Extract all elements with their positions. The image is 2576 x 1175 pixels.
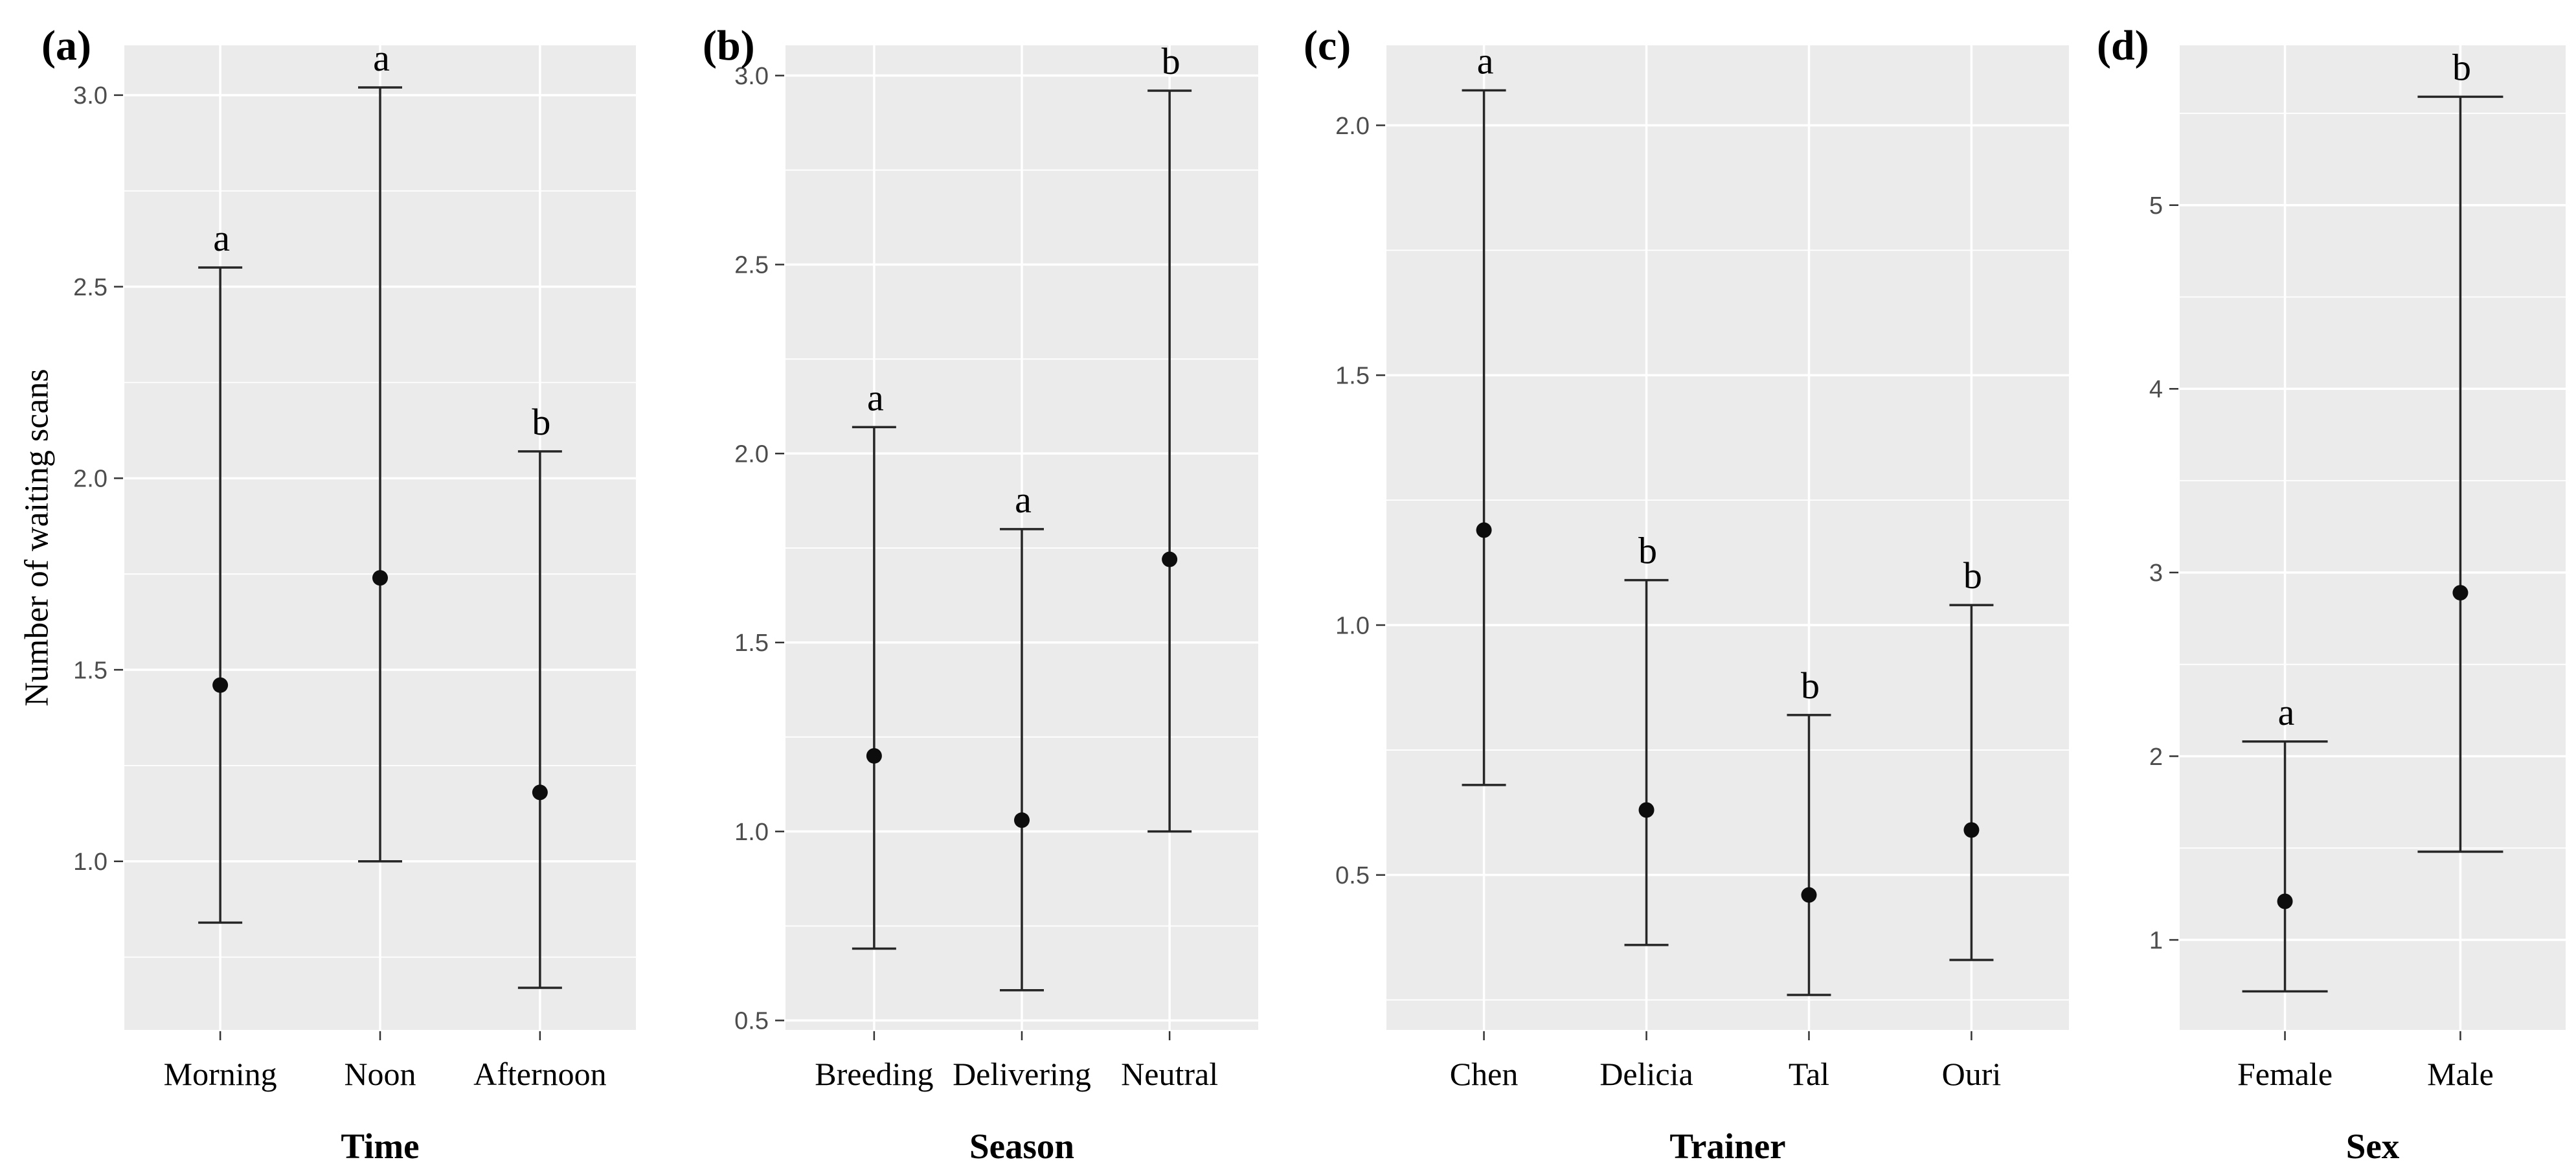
y-tick-label: 1.0 — [734, 819, 769, 846]
mean-point-delivering — [1014, 812, 1030, 828]
y-tick-label: 1 — [2149, 927, 2163, 954]
panel-letter-a: (a) — [41, 22, 91, 69]
error-bar-female — [2242, 740, 2328, 993]
y-tick-label: 2.0 — [1335, 113, 1370, 140]
y-tick-label: 1.0 — [1335, 612, 1370, 639]
error-bar-afternoon — [517, 450, 562, 989]
mean-point-delicia — [1638, 802, 1655, 818]
panel-background — [1386, 45, 2069, 1030]
error-bar-noon — [358, 86, 402, 863]
y-tick-label: 4 — [2149, 376, 2163, 404]
y-tick-label: 3 — [2149, 560, 2163, 587]
sig-letter-ouri: b — [1963, 554, 1982, 597]
panel-letter-d: (d) — [2097, 22, 2149, 69]
sig-letter-breeding: a — [867, 376, 884, 418]
y-tick-label: 1.5 — [734, 630, 769, 657]
x-axis-title-trainer: Trainer — [1669, 1126, 1785, 1166]
sig-letter-chen: a — [1477, 40, 1494, 82]
sig-letter-noon: a — [373, 37, 390, 79]
category-label-delicia: Delicia — [1599, 1056, 1693, 1092]
mean-point-tal — [1801, 887, 1817, 903]
sig-letter-delicia: b — [1638, 530, 1657, 572]
y-tick-label: 2.0 — [73, 466, 107, 493]
category-label-noon: Noon — [344, 1056, 416, 1092]
category-label-ouri: Ouri — [1942, 1056, 2002, 1092]
category-label-afternoon: Afternoon — [473, 1056, 607, 1092]
y-tick-label: 2.5 — [734, 252, 769, 279]
sig-letter-morning: a — [213, 217, 230, 259]
mean-point-afternoon — [532, 784, 548, 801]
x-axis-title-season: Season — [969, 1126, 1074, 1166]
error-bar-delicia — [1624, 578, 1669, 946]
panel-background — [2180, 45, 2566, 1030]
mean-point-neutral — [1162, 551, 1178, 567]
y-tick-label: 2.5 — [73, 274, 107, 301]
category-label-chen: Chen — [1450, 1056, 1519, 1092]
x-axis-title-sex: Sex — [2346, 1126, 2400, 1166]
mean-point-female — [2277, 893, 2293, 909]
panel-a: 1.0 1.5 2.0 2.5 3.0 Morning Noon Afternoon Time a… — [41, 22, 636, 1166]
error-bar-male — [2417, 95, 2503, 853]
y-tick-label: 0.5 — [1335, 862, 1370, 889]
mean-point-noon — [372, 570, 388, 586]
error-bar-chen — [1462, 89, 1506, 786]
panel-b: 0.5 1.0 1.5 2.0 2.5 3.0 Breeding Delivering Neut… — [703, 22, 1258, 1166]
mean-point-morning — [212, 677, 229, 693]
x-axis-title-time: Time — [341, 1126, 419, 1166]
mean-point-male — [2452, 585, 2469, 601]
sig-letter-afternoon: b — [532, 401, 550, 443]
mean-point-chen — [1476, 522, 1492, 538]
y-tick-label: 0.5 — [734, 1008, 769, 1035]
sig-letter-female: a — [2278, 691, 2295, 733]
error-bar-delivering — [1000, 528, 1044, 992]
error-bar-breeding — [852, 426, 896, 950]
category-label-tal: Tal — [1789, 1056, 1829, 1092]
sig-letter-male: b — [2452, 46, 2471, 88]
panel-letter-c: (c) — [1304, 22, 1351, 69]
error-bar-ouri — [1949, 604, 1994, 961]
sig-letter-tal: b — [1801, 665, 1820, 707]
y-tick-label: 3.0 — [73, 82, 107, 109]
y-tick-label: 1.0 — [73, 849, 107, 876]
y-tick-label: 1.5 — [1335, 363, 1370, 390]
panel-letter-b: (b) — [703, 22, 755, 69]
sig-letter-delivering: a — [1015, 479, 1032, 521]
y-tick-label: 2.0 — [734, 440, 769, 468]
error-bar-neutral — [1147, 89, 1192, 833]
mean-point-breeding — [866, 747, 882, 764]
category-label-neutral: Neutral — [1121, 1056, 1218, 1092]
y-tick-label: 2 — [2149, 744, 2163, 771]
category-label-morning: Morning — [164, 1056, 277, 1092]
y-tick-label: 1.5 — [73, 657, 107, 684]
category-label-male: Male — [2427, 1056, 2494, 1092]
category-label-female: Female — [2237, 1056, 2333, 1092]
y-tick-label: 5 — [2149, 192, 2163, 220]
error-bar-morning — [198, 266, 243, 924]
sig-letter-neutral: b — [1162, 40, 1181, 82]
category-label-breeding: Breeding — [815, 1056, 933, 1092]
panel-d: 1 2 3 4 5 Female Male Sex a b (d) — [2097, 22, 2566, 1166]
mean-point-ouri — [1963, 822, 1980, 838]
y-tick-label: 3.0 — [734, 63, 769, 90]
error-bar-tal — [1787, 714, 1831, 996]
panel-c: 0.5 1.0 1.5 2.0 Chen Delicia Tal Ouri Trainer a b b… — [1304, 22, 2069, 1166]
category-label-delivering: Delivering — [953, 1056, 1091, 1092]
